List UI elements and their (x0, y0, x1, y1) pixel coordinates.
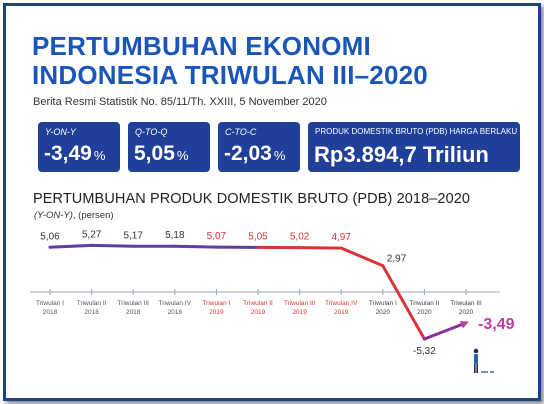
data-label: 5,17 (123, 230, 143, 241)
x-tick-label: Triwulan III (284, 300, 316, 307)
data-label: 5,27 (82, 229, 102, 240)
x-tick-label: 2018 (84, 309, 99, 316)
series-line-segment (339, 246, 385, 268)
series-line-segment (90, 243, 135, 248)
series-line-segment (48, 243, 94, 249)
series-line-segment (422, 320, 469, 341)
data-label: 5,02 (290, 232, 310, 243)
indicator-pdb-label: PRODUK DOMESTIK BRUTO (PDB) HARGA BERLAK… (315, 127, 518, 136)
x-tick-label: Triwulan IV (325, 300, 358, 307)
indicator-yoy: Y-ON-Y -3,49% (38, 122, 120, 172)
indicator-yoy-value: -3,49% (44, 142, 106, 165)
indicator-pdb-value: Rp3.894,7 Triliun (314, 142, 489, 167)
x-tick-label: 2019 (251, 309, 266, 316)
title-line-1: PERTUMBUHAN EKONOMI (32, 31, 371, 61)
data-label: -5,32 (413, 346, 436, 357)
data-label: -3,49 (478, 316, 515, 333)
indicator-ctc-label: C-TO-C (225, 127, 257, 137)
x-tick-label: 2020 (417, 309, 432, 316)
x-tick-label: Triwulan II (77, 300, 107, 307)
indicator-pdb: PRODUK DOMESTIK BRUTO (PDB) HARGA BERLAK… (308, 122, 520, 172)
report-reference: Berita Resmi Statistik No. 85/11/Th. XXI… (33, 96, 327, 108)
indicator-ctc-value: -2,03% (224, 142, 286, 165)
title-line-2: INDONESIA TRIWULAN III–2020 (32, 60, 428, 90)
indicator-ctc: C-TO-C -2,03% (218, 122, 300, 172)
indicator-qtq-value: 5,05% (134, 142, 189, 165)
x-tick-label: Triwulan II (410, 300, 440, 307)
x-tick-label: Triwulan I (202, 300, 230, 307)
x-tick-label: Triwulan IV (159, 300, 192, 307)
x-tick-label: Triwulan II (243, 300, 273, 307)
data-label: 5,05 (248, 231, 268, 242)
x-tick-label: 2018 (168, 309, 183, 316)
x-tick-label: 2019 (292, 309, 307, 316)
x-tick-label: Triwulan I (369, 300, 397, 307)
data-label: 4,97 (331, 232, 351, 243)
indicator-qtq: Q-TO-Q 5,05% (128, 122, 210, 172)
page-title: PERTUMBUHAN EKONOMI INDONESIA TRIWULAN I… (32, 32, 428, 90)
x-tick-label: Triwulan III (450, 300, 482, 307)
data-label: 2,97 (387, 254, 407, 265)
chart-title: PERTUMBUHAN PRODUK DOMESTIK BRUTO (PDB) … (33, 191, 471, 207)
series-line-segment (381, 264, 426, 341)
series-line-segment (173, 244, 218, 249)
data-label: 5,18 (165, 230, 185, 241)
x-tick-label: 2018 (126, 309, 141, 316)
x-tick-label: 2019 (209, 309, 224, 316)
data-label: 5,07 (207, 231, 227, 242)
x-tick-label: 2018 (43, 309, 58, 316)
infographic-frame (3, 3, 541, 401)
x-tick-label: Triwulan III (117, 300, 149, 307)
data-label: 5,06 (40, 231, 60, 242)
person-figure-icon (473, 348, 494, 373)
indicator-qtq-label: Q-TO-Q (135, 127, 168, 137)
indicator-yoy-label: Y-ON-Y (45, 127, 76, 137)
x-tick-label: 2020 (376, 309, 391, 316)
x-tick-label: 2019 (334, 309, 349, 316)
x-tick-label: 2020 (459, 309, 474, 316)
x-tick-label: Triwulan I (36, 300, 64, 307)
chart-subtitle: (Y-ON-Y), (persen) (34, 210, 114, 221)
